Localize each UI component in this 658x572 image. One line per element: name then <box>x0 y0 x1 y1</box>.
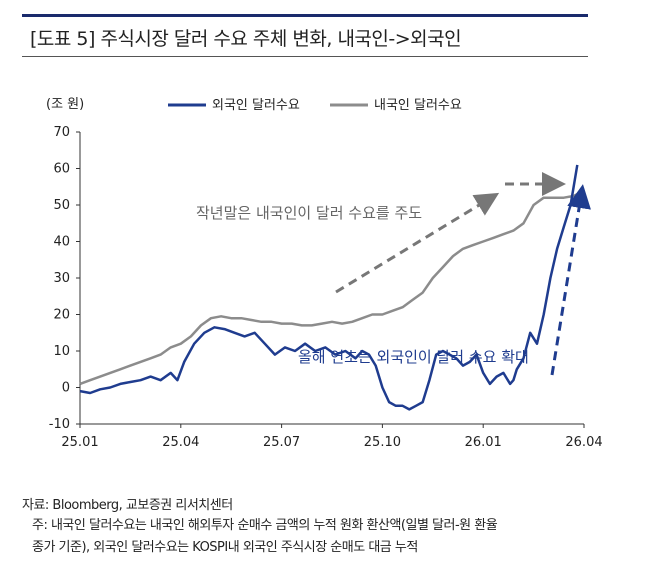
line-chart: (조 원) 외국인 달러수요 내국인 달러수요 -10 0 10 20 30 40 50 60… <box>46 97 603 450</box>
note-line-2: 종가 기준), 외국인 달러수요는 KOSPI내 외국인 주식시장 순매도 대금… <box>32 540 418 555</box>
y-tick-label: 0 <box>62 381 70 396</box>
legend: 외국인 달러수요 내국인 달러수요 <box>168 98 462 113</box>
source-line: 자료: Bloomberg, 교보증권 리서치센터 <box>22 498 233 513</box>
chart-title: [도표 5] 주식시장 달러 수요 주체 변화, 내국인->외국인 <box>30 28 462 50</box>
foreign-annotation: 올해 연초는 외국인이 달러 수요 확대 <box>298 348 529 366</box>
annotations: 작년말은 내국인이 달러 수요를 주도 올해 연초는 외국인이 달러 수요 확대 <box>196 172 591 376</box>
note-line-1: 주: 내국인 달러수요는 내국인 해외투자 순매수 금액의 누적 원화 환산액(… <box>32 518 498 533</box>
foreign-surge-arrow <box>550 184 591 376</box>
title-top-rule <box>22 14 588 17</box>
y-tick-label: 50 <box>53 198 70 213</box>
x-tick-label: 26.04 <box>565 435 602 450</box>
axes: -10 0 10 20 30 40 50 60 70 25.01 25.04 25.07 25.10 26… <box>49 125 603 450</box>
foreign-series-line <box>79 164 579 411</box>
x-tick-label: 25.10 <box>364 435 401 450</box>
x-tick-label: 25.07 <box>263 435 300 450</box>
y-tick-label: 60 <box>53 162 70 177</box>
legend-label-foreign: 외국인 달러수요 <box>212 98 300 113</box>
title-bottom-rule <box>22 56 588 57</box>
y-tick-label: 70 <box>53 125 70 140</box>
domestic-series-line <box>79 192 578 386</box>
x-tick-label: 26.01 <box>465 435 502 450</box>
legend-label-domestic: 내국인 달러수요 <box>374 98 462 113</box>
y-tick-label: 20 <box>53 308 70 323</box>
domestic-trend-arrow <box>335 192 500 294</box>
y-tick-label: 30 <box>53 271 70 286</box>
y-tick-label: 40 <box>53 235 70 250</box>
domestic-annotation: 작년말은 내국인이 달러 수요를 주도 <box>196 204 422 222</box>
x-tick-label: 25.04 <box>162 435 199 450</box>
y-tick-label: 10 <box>53 344 70 359</box>
series-layer <box>79 164 579 411</box>
y-axis-unit: (조 원) <box>46 97 84 112</box>
x-tick-label: 25.01 <box>61 435 98 450</box>
y-tick-label: -10 <box>49 417 70 432</box>
